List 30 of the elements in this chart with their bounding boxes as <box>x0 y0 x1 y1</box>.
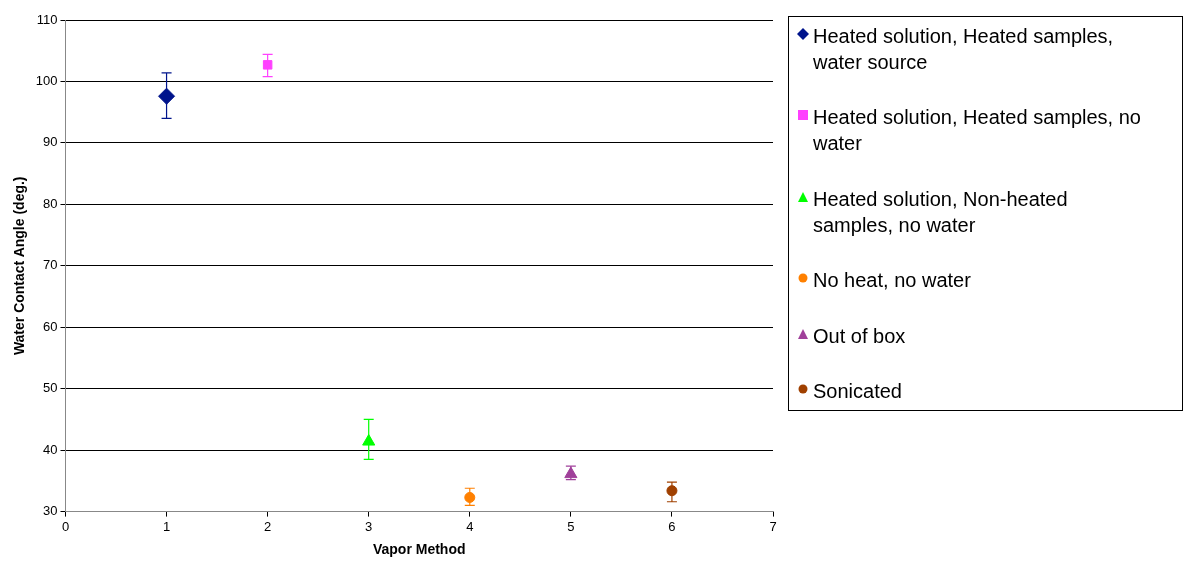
y-tick-label: 60 <box>43 318 58 334</box>
point <box>158 87 176 105</box>
x-tick-label: 5 <box>567 518 575 534</box>
y-tick-label: 100 <box>35 73 58 89</box>
x-tick-label: 6 <box>668 518 676 534</box>
y-tick-label: 70 <box>43 257 58 273</box>
y-tick-label: 110 <box>36 11 58 27</box>
legend-label: Sonicated <box>813 378 902 404</box>
y-tick-label: 40 <box>43 441 58 457</box>
y-tick-label: 30 <box>43 503 58 519</box>
y-tick-label: 80 <box>43 195 58 211</box>
x-tick-label: 3 <box>365 518 373 534</box>
y-tick-label: 90 <box>43 134 58 150</box>
legend-label: Out of box <box>813 323 906 349</box>
legend-label: Heated solution, Heated samples, no water <box>813 105 1142 157</box>
legend-label: Heated solution, Heated samples, water source <box>813 24 1115 75</box>
x-tick-label: 2 <box>264 518 272 534</box>
point <box>464 491 476 503</box>
legend-label: No heat, no water <box>813 268 971 294</box>
point <box>666 485 678 497</box>
y-tick-label: 50 <box>43 380 58 396</box>
y-axis-title: Water Contact Angle (deg.) <box>11 176 28 356</box>
x-axis-title: Vapor Method <box>372 541 466 558</box>
point <box>362 434 376 446</box>
legend-label: Heated solution, Non-heated samples, no water <box>813 186 1069 238</box>
x-tick-label: 4 <box>466 518 474 534</box>
point <box>262 60 273 70</box>
x-tick-label: 0 <box>61 518 70 534</box>
x-tick-label: 7 <box>769 518 777 534</box>
x-tick-label: 1 <box>162 518 171 534</box>
